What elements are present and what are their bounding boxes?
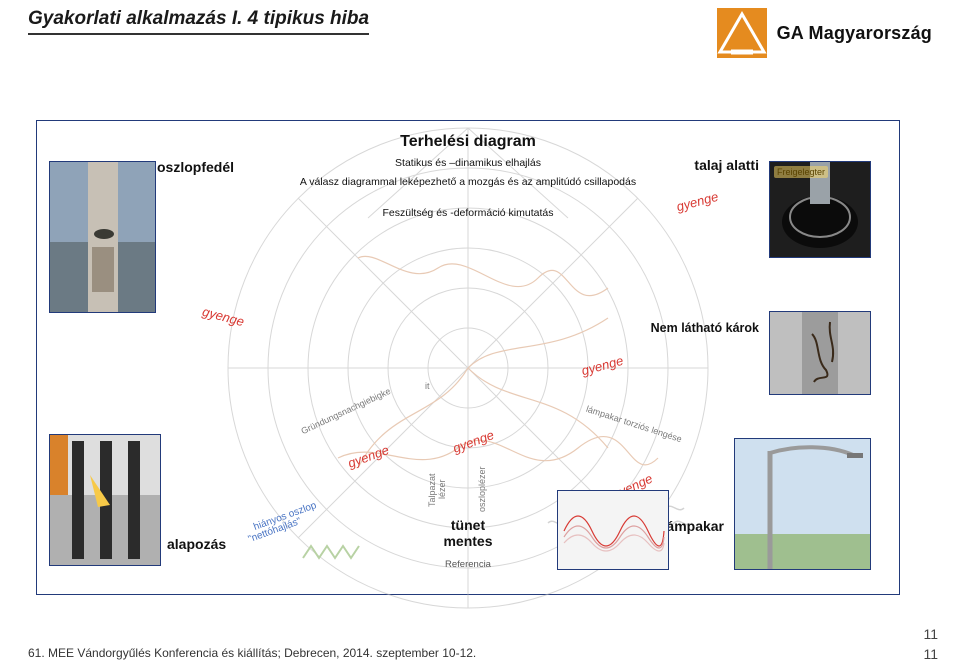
- tiny-grund: Gründungsnachgiebigke: [299, 386, 392, 436]
- slide: Gyakorlati alkalmazás I. 4 tipikus hiba …: [0, 0, 960, 670]
- tiny-it: it: [425, 381, 430, 391]
- diagram-panel: Terhelési diagram Statikus és –dinamikus…: [36, 120, 900, 595]
- tiny-lezer: lézer: [437, 479, 447, 499]
- tiny-oszloplezer: oszloplézer: [477, 466, 487, 512]
- callout-freigelegter: Freigelegter: [774, 166, 828, 178]
- diagram-title: Terhelési diagram: [297, 133, 639, 151]
- gyenge-2: gyenge: [201, 304, 246, 330]
- gyenge-1: gyenge: [675, 189, 720, 215]
- logo-text: GA Magyarország: [777, 23, 932, 44]
- label-bottom-right: lámpakar: [663, 518, 724, 534]
- thumb-bottom-center: [557, 490, 669, 570]
- tiny-lampakar: lámpakar torziós lengése: [585, 404, 683, 444]
- label-top-right: talaj alatti: [694, 157, 759, 173]
- slide-title: Gyakorlati alkalmazás I. 4 tipikus hiba: [28, 8, 369, 35]
- label-top-left: oszlopfedél: [157, 159, 234, 175]
- tiny-talpazat: Talpazat: [427, 473, 437, 507]
- thumb-bottom-left: [49, 434, 161, 566]
- gyenge-3: gyenge: [580, 353, 625, 379]
- slide-header: Gyakorlati alkalmazás I. 4 tipikus hiba …: [0, 0, 960, 58]
- thumb-top-left: [49, 161, 156, 313]
- gyenge-5: gyenge: [451, 427, 496, 456]
- diagram-sub2: A válasz diagrammal leképezhető a mozgás…: [287, 176, 649, 188]
- logo: GA Magyarország: [717, 8, 932, 58]
- thumb-top-right: Freigelegter: [769, 161, 871, 258]
- page-number-lower: 11: [923, 646, 938, 662]
- thumb-mid-right: [769, 311, 871, 395]
- gyenge-4: gyenge: [346, 442, 391, 471]
- diagram-sub3: Feszültség és -deformáció kimutatás: [297, 207, 639, 219]
- label-mid-right: Nem látható károk: [651, 321, 759, 335]
- logo-icon: [717, 8, 767, 58]
- diagram-sub1: Statikus és –dinamikus elhajlás: [297, 157, 639, 169]
- page-number-upper: 11: [923, 626, 938, 642]
- thumb-bottom-right: [734, 438, 871, 570]
- footer-text: 61. MEE Vándorgyűlés Konferencia és kiál…: [28, 646, 476, 660]
